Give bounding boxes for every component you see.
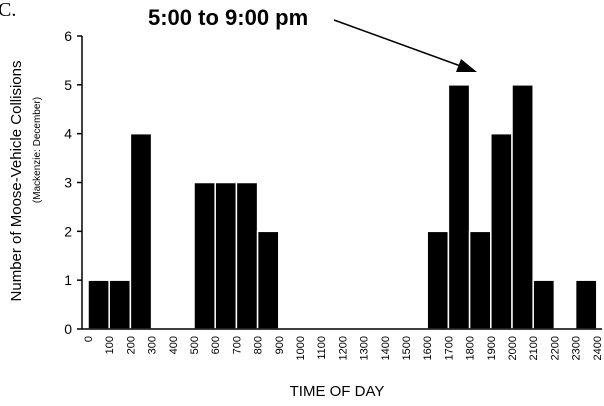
x-tick-label: 1300	[359, 336, 371, 360]
y-tick-label: 1	[64, 272, 72, 288]
x-tick-label: 2300	[571, 336, 583, 360]
y-tick-label: 5	[64, 77, 72, 93]
x-tick-label: 800	[253, 336, 265, 354]
y-axis-label: Number of Moose-Vehicle Collisions	[8, 61, 25, 302]
x-tick-label: 1200	[337, 336, 349, 360]
x-tick-label: 700	[231, 336, 243, 354]
x-tick-label: 2000	[507, 336, 519, 360]
x-tick-label: 1400	[380, 336, 392, 360]
x-tick-label: 0	[83, 336, 95, 342]
bar-1900	[490, 132, 513, 330]
x-tick-label: 1700	[443, 336, 455, 360]
x-tick-label: 1600	[422, 336, 434, 360]
x-tick-label: 200	[125, 336, 137, 354]
annotation-text: 5:00 to 9:00 pm	[148, 5, 308, 30]
bar-2300	[574, 279, 598, 330]
x-tick-label: 1500	[401, 336, 413, 360]
x-tick-label: 2400	[592, 336, 604, 360]
bar-200	[129, 132, 153, 330]
bar-800	[256, 230, 280, 330]
x-tick-label: 100	[104, 336, 116, 354]
bar-500	[193, 181, 216, 330]
bar-2100	[532, 279, 556, 330]
bar-0	[87, 279, 110, 330]
annotation-arrow-line	[333, 19, 467, 69]
x-tick-label: 900	[274, 336, 286, 354]
y-tick-label: 4	[64, 126, 72, 142]
x-tick-label: 1000	[295, 336, 307, 360]
bar-1600	[426, 230, 450, 330]
annotation-arrowhead	[456, 59, 477, 72]
bar-100	[108, 279, 132, 330]
x-tick-label: 1100	[316, 336, 328, 360]
x-tick-label: 300	[147, 336, 159, 354]
y-tick-label: 3	[64, 175, 72, 191]
x-tick-label: 2200	[549, 336, 561, 360]
y-tick-label: 0	[64, 321, 72, 337]
bar-600	[214, 181, 238, 330]
bar-700	[235, 181, 259, 330]
x-ticks: 0 100 200 300 400 500 600 700 800 900 1000 1100 1200…	[83, 336, 604, 360]
x-tick-label: 600	[210, 336, 222, 354]
y-tick-label: 6	[64, 28, 72, 44]
x-tick-label: 400	[168, 336, 180, 354]
x-tick-label: 1800	[465, 336, 477, 360]
bar-1700	[447, 84, 471, 330]
y-tick-label: 2	[64, 223, 72, 239]
y-ticks: 0 1 2 3 4 5 6	[64, 28, 82, 337]
bar-2000	[511, 84, 534, 330]
x-axis-label: TIME OF DAY	[290, 383, 385, 400]
x-tick-label: 1900	[486, 336, 498, 360]
bar-1800	[468, 230, 492, 330]
x-tick-label: 2100	[528, 336, 540, 360]
panel-letter: C.	[0, 0, 16, 21]
bars	[87, 84, 598, 330]
y-axis-sublabel: (Mackenzie: December)	[32, 97, 43, 203]
x-tick-label: 500	[189, 336, 201, 354]
